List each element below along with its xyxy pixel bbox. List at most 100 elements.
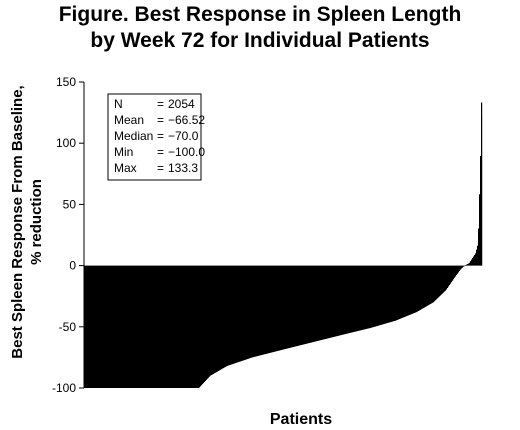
stat-label: Min (114, 145, 133, 159)
bar (345, 265, 347, 335)
bar (135, 265, 137, 388)
bar (329, 265, 331, 339)
bar (196, 265, 198, 388)
bar (112, 265, 114, 388)
bar (113, 265, 115, 388)
bar (269, 265, 271, 354)
bar (419, 265, 421, 311)
bar (171, 265, 173, 388)
bar (439, 265, 441, 297)
bar (473, 256, 475, 266)
bar (261, 265, 263, 356)
bar (182, 265, 184, 388)
bar (267, 265, 269, 354)
bar (282, 265, 284, 350)
bar (274, 265, 276, 352)
bar (260, 265, 262, 356)
y-tick-label: 0 (69, 259, 76, 273)
bar (319, 265, 321, 341)
bar (359, 265, 361, 331)
bar (333, 265, 335, 338)
bar (474, 254, 476, 266)
bar (430, 265, 432, 305)
bar (255, 265, 257, 357)
bar (405, 265, 407, 317)
bar (256, 265, 258, 357)
bar (437, 265, 439, 299)
bar (327, 265, 329, 339)
bar (429, 265, 431, 305)
bar (250, 265, 252, 359)
bar (98, 265, 100, 388)
bar (105, 265, 107, 388)
bar (451, 265, 453, 283)
bar (291, 265, 293, 348)
bar (95, 265, 97, 388)
bar (271, 265, 273, 353)
bar (331, 265, 333, 338)
stat-label: Max (114, 161, 137, 175)
bar (336, 265, 338, 337)
bar (150, 265, 152, 388)
bar (339, 265, 341, 336)
bar (465, 265, 467, 266)
bar (407, 265, 409, 316)
bar (92, 265, 94, 388)
stat-label: Mean (114, 113, 144, 127)
bar (307, 265, 309, 344)
stat-equals: = (157, 145, 164, 159)
bar (315, 265, 317, 342)
bar (364, 265, 366, 330)
stat-value: 2054 (168, 97, 195, 111)
bar (440, 265, 442, 296)
bar (194, 265, 196, 388)
bar (157, 265, 159, 388)
bar (120, 265, 122, 388)
bar (467, 264, 469, 266)
bar (381, 265, 383, 325)
bar (239, 265, 241, 362)
bar (397, 265, 399, 320)
bar (106, 265, 108, 388)
y-tick-label: -100 (52, 381, 76, 395)
bar (416, 265, 418, 313)
bar (156, 265, 158, 388)
bar (323, 265, 325, 340)
bar (313, 265, 315, 342)
bar (444, 265, 446, 292)
bar (353, 265, 355, 333)
bar (188, 265, 190, 388)
bar (263, 265, 265, 355)
bar (213, 265, 215, 374)
bar (347, 265, 349, 334)
bar (293, 265, 295, 347)
bar (420, 265, 422, 310)
bar (453, 265, 455, 280)
bar (184, 265, 186, 388)
bar (254, 265, 256, 357)
bar (404, 265, 406, 318)
bar (176, 265, 178, 388)
bar (132, 265, 134, 388)
bar (253, 265, 255, 358)
bar (251, 265, 253, 358)
bar (326, 265, 328, 339)
bar (218, 265, 220, 371)
bar (270, 265, 272, 353)
bar (189, 265, 191, 388)
stats-box: N = 2054 Mean = −66.52 Median = −70.0 Min = −100.0 M… (107, 93, 205, 181)
bar (227, 265, 229, 366)
bar (225, 265, 227, 367)
bar (240, 265, 242, 362)
bar (344, 265, 346, 335)
bar (192, 265, 194, 388)
bar (476, 249, 478, 266)
bar (300, 265, 302, 346)
bar (186, 265, 188, 388)
bar (314, 265, 316, 342)
bar (287, 265, 289, 349)
bar (180, 265, 182, 388)
bar (217, 265, 219, 372)
bar (219, 265, 221, 371)
bar (442, 265, 444, 294)
